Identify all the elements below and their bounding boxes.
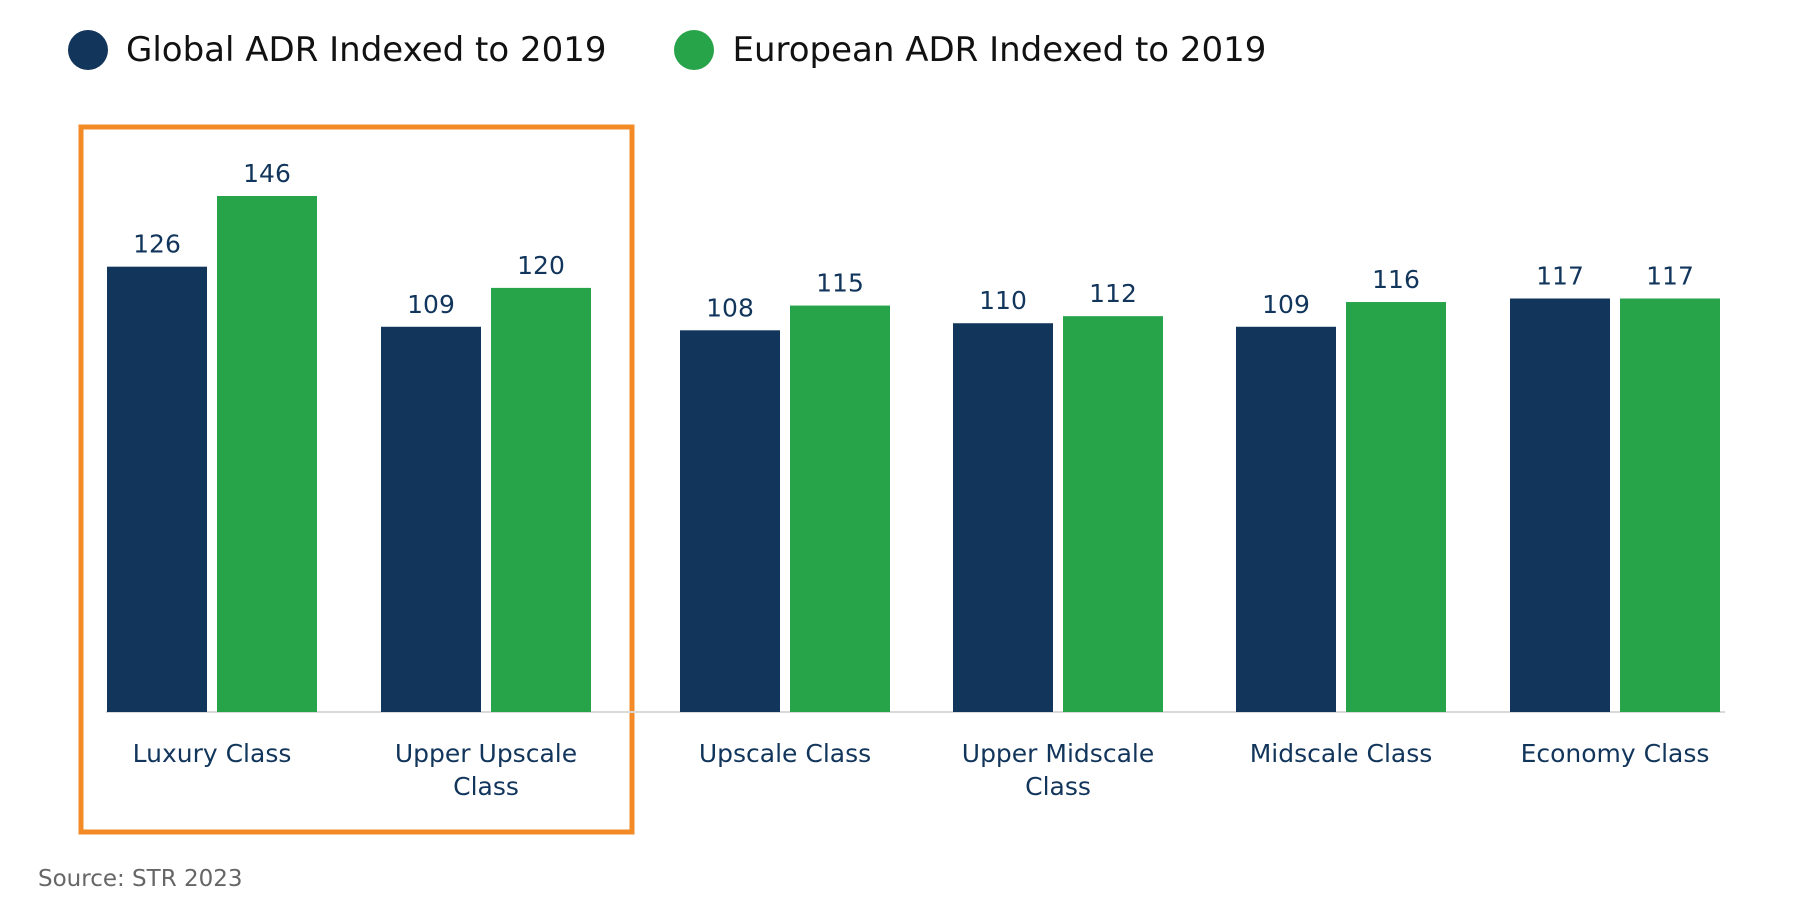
data-label: 112 [1089, 279, 1137, 308]
highlight-box [78, 124, 635, 835]
category-label: Class [1025, 772, 1091, 801]
legend-label-global: Global ADR Indexed to 2019 [126, 30, 607, 70]
bar-european-5 [1620, 298, 1720, 712]
legend-label-european: European ADR Indexed to 2019 [732, 30, 1267, 70]
data-label: 116 [1372, 265, 1420, 294]
legend-marker-global [68, 30, 108, 70]
data-label: 115 [816, 269, 864, 298]
bar-global-2 [680, 330, 780, 712]
bar-european-2 [790, 305, 890, 712]
bar-global-1 [381, 326, 481, 712]
bar-european-3 [1063, 316, 1163, 712]
data-label: 146 [243, 159, 291, 188]
data-label: 108 [706, 293, 754, 322]
source-note: Source: STR 2023 [38, 866, 243, 892]
bar-global-3 [953, 323, 1053, 712]
data-label: 117 [1536, 261, 1584, 290]
bar-european-1 [491, 287, 591, 712]
bar-global-0 [107, 266, 207, 712]
bar-european-0 [217, 196, 317, 712]
category-label: Economy Class [1521, 739, 1710, 768]
bar-global-4 [1236, 326, 1336, 712]
legend-marker-european [674, 30, 715, 70]
data-label: 110 [979, 286, 1027, 315]
data-label: 117 [1646, 261, 1694, 290]
bar-global-5 [1510, 298, 1610, 712]
bar-european-4 [1346, 302, 1446, 712]
legend-item-european: European ADR Indexed to 2019 [674, 30, 1266, 70]
legend: Global ADR Indexed to 2019 European ADR … [68, 30, 1334, 70]
data-label: 126 [133, 230, 181, 259]
category-label: Midscale Class [1250, 739, 1433, 768]
data-label: 120 [517, 251, 565, 280]
data-label: 109 [407, 290, 455, 319]
category-label: Upper Midscale [962, 739, 1154, 768]
legend-item-global: Global ADR Indexed to 2019 [68, 30, 606, 70]
category-label: Luxury Class [133, 739, 292, 768]
category-label: Upscale Class [699, 739, 871, 768]
data-label: 109 [1262, 290, 1310, 319]
category-label: Class [453, 772, 519, 801]
category-label: Upper Upscale [395, 739, 577, 768]
